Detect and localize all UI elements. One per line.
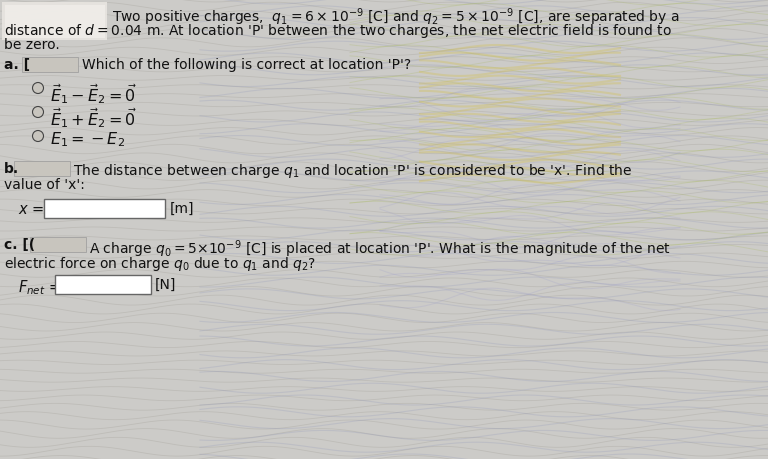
Text: [N]: [N]	[155, 277, 177, 291]
FancyBboxPatch shape	[55, 275, 151, 294]
Text: a. [: a. [	[4, 58, 30, 72]
Text: distance of $d = 0.04$ m. At location 'P' between the two charges, the net elect: distance of $d = 0.04$ m. At location 'P…	[4, 22, 672, 40]
Text: Two positive charges,  $q_1 = 6 \times 10^{-9}$ [C] and $q_2 = 5 \times 10^{-9}$: Two positive charges, $q_1 = 6 \times 10…	[112, 6, 680, 28]
Text: b.: b.	[4, 162, 19, 176]
Circle shape	[32, 84, 44, 94]
Text: value of 'x':: value of 'x':	[4, 178, 85, 191]
Text: electric force on charge $q_0$ due to $q_1$ and $q_2$?: electric force on charge $q_0$ due to $q…	[4, 254, 316, 272]
Text: $\vec{E}_1 + \vec{E}_2 = \vec{0}$: $\vec{E}_1 + \vec{E}_2 = \vec{0}$	[50, 106, 137, 129]
FancyBboxPatch shape	[22, 57, 78, 73]
FancyBboxPatch shape	[2, 3, 107, 41]
Circle shape	[32, 107, 44, 118]
FancyBboxPatch shape	[14, 161, 69, 176]
Text: A charge $q_0 = 5{\times}10^{-9}$ [C] is placed at location 'P'. What is the mag: A charge $q_0 = 5{\times}10^{-9}$ [C] is…	[89, 237, 671, 259]
Text: be zero.: be zero.	[4, 38, 60, 52]
Text: [m]: [m]	[170, 202, 194, 216]
Text: $F_{net}$ =: $F_{net}$ =	[18, 277, 61, 296]
FancyBboxPatch shape	[5, 6, 105, 39]
FancyBboxPatch shape	[29, 237, 85, 252]
Text: The distance between charge $q_1$ and location 'P' is considered to be 'x'. Find: The distance between charge $q_1$ and lo…	[73, 162, 632, 179]
Circle shape	[32, 131, 44, 142]
Text: $E_1 = -E_2$: $E_1 = -E_2$	[50, 130, 125, 148]
Text: c. [(: c. [(	[4, 237, 35, 252]
FancyBboxPatch shape	[44, 199, 164, 218]
Text: $x$ =: $x$ =	[18, 202, 45, 217]
Text: $\vec{E}_1 - \vec{E}_2 = \vec{0}$: $\vec{E}_1 - \vec{E}_2 = \vec{0}$	[50, 82, 137, 106]
Text: Which of the following is correct at location 'P'?: Which of the following is correct at loc…	[82, 58, 411, 72]
